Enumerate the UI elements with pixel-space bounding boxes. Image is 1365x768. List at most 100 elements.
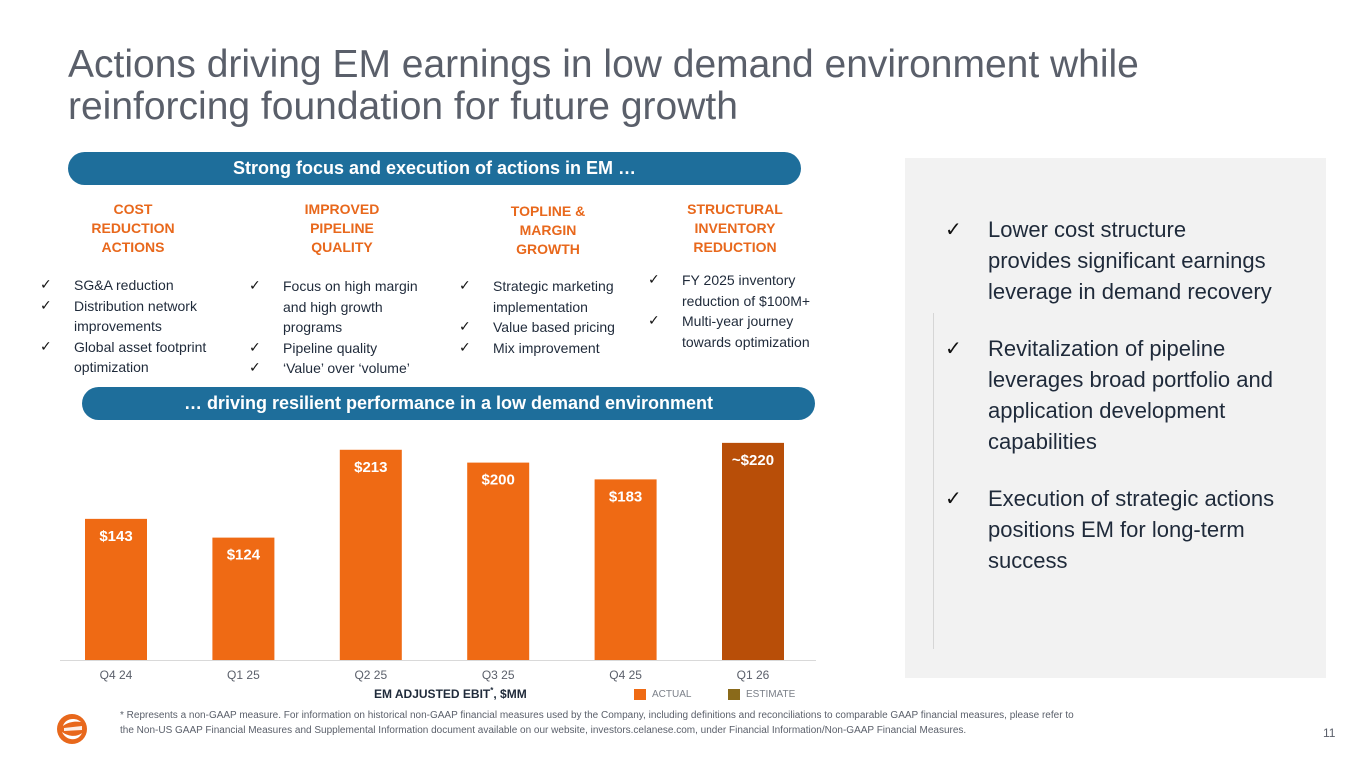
bullet-text: Strategic marketing — [493, 278, 614, 294]
bullet-text: improvements — [74, 318, 162, 334]
heading-line: GROWTH — [516, 241, 580, 257]
summary-text: success — [988, 548, 1068, 573]
legend-swatch-actual — [634, 689, 646, 700]
summary-text: provides significant earnings — [988, 248, 1266, 273]
bar-value-label: $143 — [99, 528, 132, 545]
page-number: 11 — [1323, 726, 1336, 740]
legend-label-actual: ACTUAL — [652, 689, 692, 700]
bar-q3-25 — [467, 462, 530, 660]
list-item: SG&A reduction — [40, 275, 206, 296]
page-title: Actions driving EM earnings in low deman… — [68, 44, 1268, 128]
x-tick-label: Q1 25 — [227, 668, 260, 682]
x-axis-title-suffix: , $MM — [493, 687, 527, 701]
legend-label-estimate: ESTIMATE — [746, 689, 796, 700]
list-item: Revitalization of pipeline leverages bro… — [945, 333, 1274, 457]
list-item: Strategic marketing implementation — [459, 276, 615, 317]
summary-text: Revitalization of pipeline — [988, 336, 1226, 361]
summary-text: Lower cost structure — [988, 217, 1187, 242]
page-title-line1: Actions driving EM earnings in low deman… — [68, 43, 1139, 86]
list-item: Distribution network improvements — [40, 296, 206, 337]
list-item: Pipeline quality — [249, 338, 418, 359]
list-item: ‘Value’ over ‘volume’ — [249, 358, 418, 379]
bullet-text: towards optimization — [682, 333, 810, 350]
x-axis-title-sup: * — [490, 686, 494, 695]
summary-list: Lower cost structure provides significan… — [945, 214, 1274, 602]
summary-text: application development — [988, 398, 1226, 423]
summary-text: positions EM for long-term — [988, 517, 1245, 542]
cost-reduction-list: SG&A reduction Distribution network impro… — [40, 275, 206, 378]
heading-line: QUALITY — [311, 239, 373, 255]
mid-banner: … driving resilient performance in a low… — [82, 387, 815, 420]
ebit-bar-chart: $143 Q4 24 $124 Q1 25 $213 Q2 25 $200 Q3 25 $183… — [60, 442, 816, 682]
x-tick-label: Q2 25 — [354, 668, 387, 682]
bar-value-label: ~$220 — [732, 452, 774, 469]
list-item: Mix improvement — [459, 338, 615, 359]
inventory-reduction-heading: STRUCTURAL INVENTORY REDUCTION — [660, 200, 810, 257]
summary-text: Execution of strategic actions — [988, 486, 1275, 511]
legend-actual: ACTUAL — [634, 689, 691, 700]
list-item: Execution of strategic actions positions… — [945, 483, 1274, 576]
summary-text: leverages broad portfolio and — [988, 367, 1273, 392]
list-item: Value based pricing — [459, 317, 615, 338]
x-tick-label: Q1 26 — [737, 668, 770, 682]
bullet-text: FY 2025 inventory — [682, 272, 796, 288]
legend-estimate: ESTIMATE — [728, 689, 795, 700]
heading-line: ACTIONS — [101, 239, 165, 255]
bullet-text: SG&A reduction — [74, 277, 174, 293]
x-tick-label: Q3 25 — [482, 668, 515, 682]
bullet-text: implementation — [493, 298, 588, 315]
summary-text: leverage in demand recovery — [988, 279, 1272, 304]
legend-swatch-estimate — [728, 689, 740, 700]
bullet-text: optimization — [74, 359, 149, 375]
bullet-text: programs — [283, 319, 343, 335]
company-logo-icon — [57, 714, 87, 744]
x-tick-label: Q4 24 — [100, 668, 133, 682]
heading-line: MARGIN — [519, 222, 577, 238]
heading-line: COST — [113, 201, 153, 217]
top-banner: Strong focus and execution of actions in… — [68, 152, 801, 185]
bullet-text: Distribution network — [74, 297, 197, 314]
footnote: * Represents a non-GAAP measure. For inf… — [120, 708, 1310, 738]
bar-value-label: $200 — [482, 472, 515, 489]
bar-value-label: $213 — [354, 459, 387, 476]
bar-value-label: $183 — [609, 488, 642, 505]
list-item: Lower cost structure provides significan… — [945, 214, 1274, 307]
bar-q2-25 — [339, 449, 402, 660]
footnote-line: * Represents a non-GAAP measure. For inf… — [120, 710, 1074, 721]
x-axis-title-text: EM ADJUSTED EBIT — [374, 687, 491, 701]
topline-margin-heading: TOPLINE & MARGIN GROWTH — [473, 202, 623, 259]
summary-panel: Lower cost structure provides significan… — [905, 158, 1326, 678]
x-tick-label: Q4 25 — [609, 668, 642, 682]
panel-divider — [933, 313, 934, 649]
heading-line: TOPLINE & — [510, 203, 586, 219]
bullet-text: and high growth — [283, 298, 383, 315]
bullet-text: ‘Value’ over ‘volume’ — [283, 360, 410, 376]
list-item: Focus on high margin and high growth progr… — [249, 276, 418, 338]
footnote-line: the Non-US GAAP Financial Measures and S… — [120, 725, 967, 736]
bar-q1-25 — [212, 537, 275, 660]
pipeline-quality-heading: IMPROVED PIPELINE QUALITY — [267, 200, 417, 257]
bar-value-label: $124 — [227, 547, 261, 564]
bullet-text: reduction of $100M+ — [682, 292, 811, 309]
bar-q1-26 — [722, 442, 784, 660]
x-axis-title: EM ADJUSTED EBIT*, $MM — [374, 686, 527, 701]
inventory-reduction-list: FY 2025 inventory reduction of $100M+ Mul… — [648, 270, 810, 352]
heading-line: PIPELINE — [310, 220, 374, 236]
heading-line: IMPROVED — [304, 201, 380, 217]
list-item: Global asset footprint optimization — [40, 337, 206, 378]
bar-q4-24 — [85, 518, 147, 660]
heading-line: REDUCTION — [693, 239, 777, 255]
heading-line: STRUCTURAL — [687, 201, 783, 217]
heading-line: INVENTORY — [694, 220, 776, 236]
list-item: Multi-year journey towards optimization — [648, 311, 810, 352]
heading-line: REDUCTION — [91, 220, 175, 236]
bar-q4-25 — [594, 479, 657, 660]
cost-reduction-heading: COST REDUCTION ACTIONS — [58, 200, 208, 257]
summary-text: capabilities — [988, 429, 1097, 454]
bullet-text: Multi-year journey — [682, 313, 794, 329]
topline-margin-list: Strategic marketing implementation Value … — [459, 276, 615, 358]
list-item: FY 2025 inventory reduction of $100M+ — [648, 270, 810, 311]
bullet-text: Mix improvement — [493, 339, 600, 356]
bullet-text: Global asset footprint — [74, 338, 207, 355]
bullet-text: Focus on high margin — [283, 278, 418, 294]
